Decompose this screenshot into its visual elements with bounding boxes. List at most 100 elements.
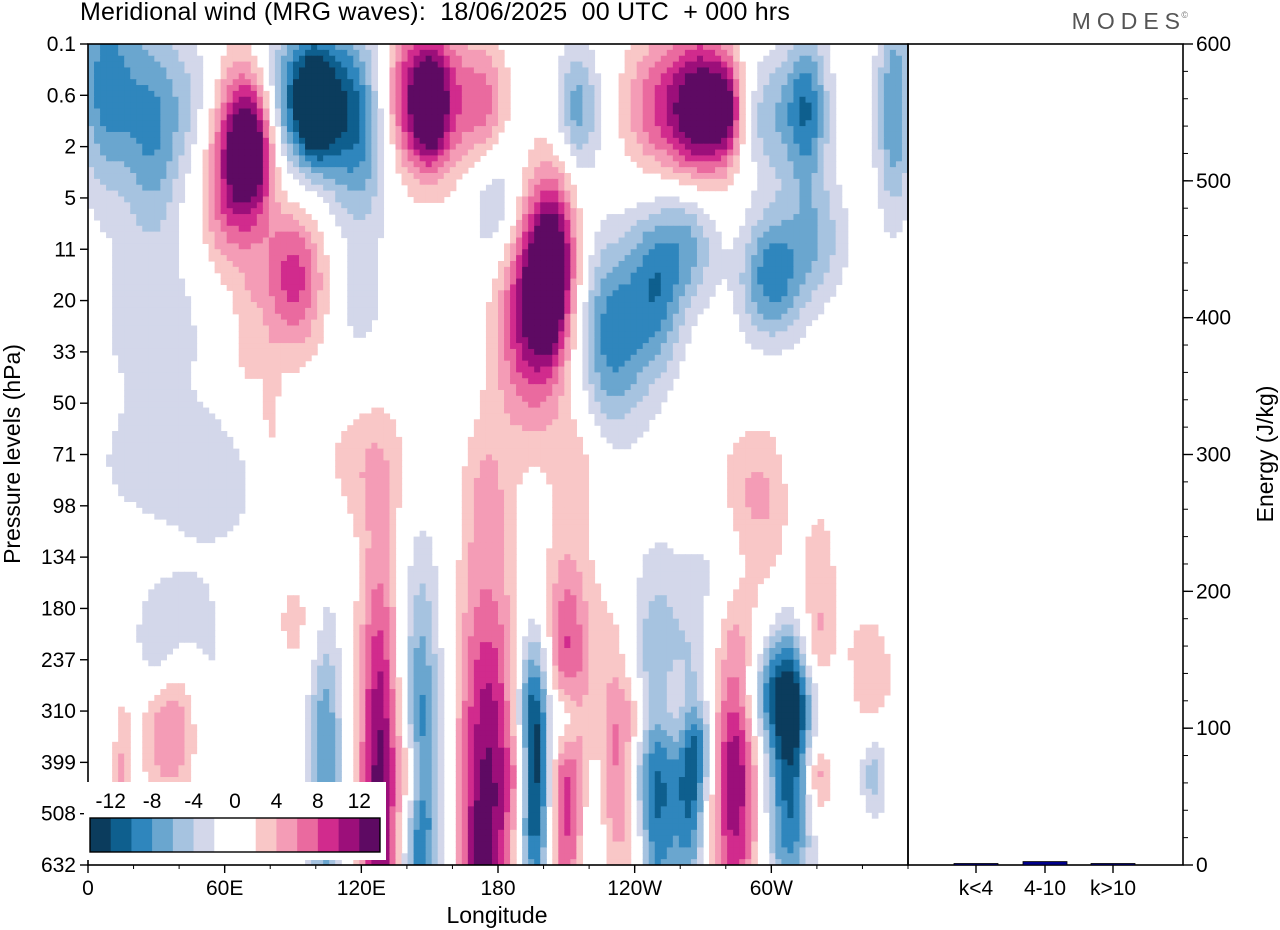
field-cell bbox=[600, 290, 608, 297]
field-cell bbox=[811, 173, 819, 180]
field-cell bbox=[220, 237, 228, 244]
field-cell bbox=[172, 214, 180, 221]
field-cell bbox=[769, 184, 776, 192]
field-cell bbox=[407, 178, 415, 186]
field-cell bbox=[124, 319, 131, 327]
field-cell bbox=[630, 96, 638, 104]
field-cell bbox=[365, 126, 372, 133]
field-cell bbox=[672, 266, 680, 274]
field-cell bbox=[522, 214, 529, 221]
field-cell bbox=[672, 79, 680, 86]
field-cell bbox=[636, 55, 644, 63]
field-cell bbox=[377, 196, 385, 203]
field-cell bbox=[347, 96, 354, 104]
field-cell bbox=[317, 313, 324, 321]
field-cell bbox=[678, 219, 686, 227]
field-cell bbox=[323, 114, 330, 121]
field-cell bbox=[359, 90, 366, 98]
field-cell bbox=[636, 44, 644, 51]
field-cell bbox=[311, 96, 318, 104]
field-cell bbox=[684, 208, 692, 215]
field-cell bbox=[148, 319, 155, 327]
field-cell bbox=[166, 313, 174, 321]
field-cell bbox=[528, 313, 535, 321]
field-cell bbox=[220, 155, 228, 162]
field-cell bbox=[684, 249, 692, 256]
field-cell bbox=[709, 96, 716, 104]
field-cell bbox=[733, 44, 740, 51]
field-cell bbox=[829, 208, 837, 215]
field-cell bbox=[136, 55, 143, 63]
field-cell bbox=[769, 155, 776, 162]
field-cell bbox=[678, 208, 686, 215]
field-cell bbox=[763, 208, 770, 215]
field-cell bbox=[148, 178, 155, 186]
field-cell bbox=[94, 161, 101, 168]
field-cell bbox=[703, 266, 710, 274]
field-cell bbox=[516, 331, 523, 338]
field-cell bbox=[232, 55, 240, 63]
field-cell bbox=[485, 225, 493, 233]
field-cell bbox=[672, 120, 680, 127]
field-cell bbox=[793, 44, 801, 51]
field-cell bbox=[570, 313, 577, 321]
field-cell bbox=[648, 249, 656, 256]
field-cell bbox=[106, 196, 113, 203]
field-cell bbox=[238, 313, 246, 321]
field-cell bbox=[696, 114, 704, 121]
field-cell bbox=[371, 278, 379, 286]
field-cell bbox=[106, 120, 113, 127]
field-cell bbox=[528, 214, 535, 221]
field-cell bbox=[100, 173, 107, 180]
field-cell bbox=[769, 260, 776, 268]
field-cell bbox=[118, 219, 125, 227]
field-cell bbox=[449, 67, 457, 74]
field-cell bbox=[347, 79, 354, 86]
field-cell bbox=[696, 61, 704, 69]
field-cell bbox=[299, 108, 306, 115]
field-cell bbox=[347, 219, 354, 227]
field-cell bbox=[238, 73, 246, 80]
field-cell bbox=[817, 137, 825, 145]
field-cell bbox=[654, 343, 662, 350]
field-cell bbox=[835, 208, 843, 215]
field-cell bbox=[534, 196, 541, 203]
field-cell bbox=[256, 307, 264, 315]
field-cell bbox=[528, 302, 535, 309]
field-cell bbox=[190, 343, 198, 350]
field-cell bbox=[648, 108, 656, 115]
field-cell bbox=[371, 61, 379, 69]
field-cell bbox=[220, 143, 228, 151]
field-cell bbox=[678, 325, 686, 332]
field-cell bbox=[214, 131, 222, 139]
field-cell bbox=[618, 219, 626, 227]
field-cell bbox=[829, 214, 837, 221]
field-cell bbox=[690, 296, 698, 303]
field-cell bbox=[142, 61, 149, 69]
field-cell bbox=[558, 202, 565, 209]
field-cell bbox=[160, 126, 167, 133]
field-cell bbox=[178, 49, 186, 57]
field-cell bbox=[311, 325, 318, 332]
field-cell bbox=[473, 79, 481, 86]
field-cell bbox=[534, 202, 541, 209]
field-cell bbox=[630, 225, 638, 233]
field-cell bbox=[413, 96, 421, 104]
field-cell bbox=[106, 102, 113, 110]
field-cell bbox=[317, 243, 324, 250]
field-cell bbox=[106, 79, 113, 86]
field-cell bbox=[684, 296, 692, 303]
field-cell bbox=[630, 67, 638, 74]
field-cell bbox=[491, 302, 499, 309]
field-cell bbox=[335, 79, 342, 86]
field-cell bbox=[630, 155, 638, 162]
field-cell bbox=[329, 190, 336, 198]
field-cell bbox=[757, 126, 764, 133]
field-cell bbox=[371, 225, 379, 233]
field-cell bbox=[769, 143, 776, 151]
field-cell bbox=[570, 196, 577, 203]
field-cell bbox=[112, 272, 119, 280]
field-cell bbox=[769, 126, 776, 133]
field-cell bbox=[504, 343, 511, 350]
field-cell bbox=[172, 96, 180, 104]
